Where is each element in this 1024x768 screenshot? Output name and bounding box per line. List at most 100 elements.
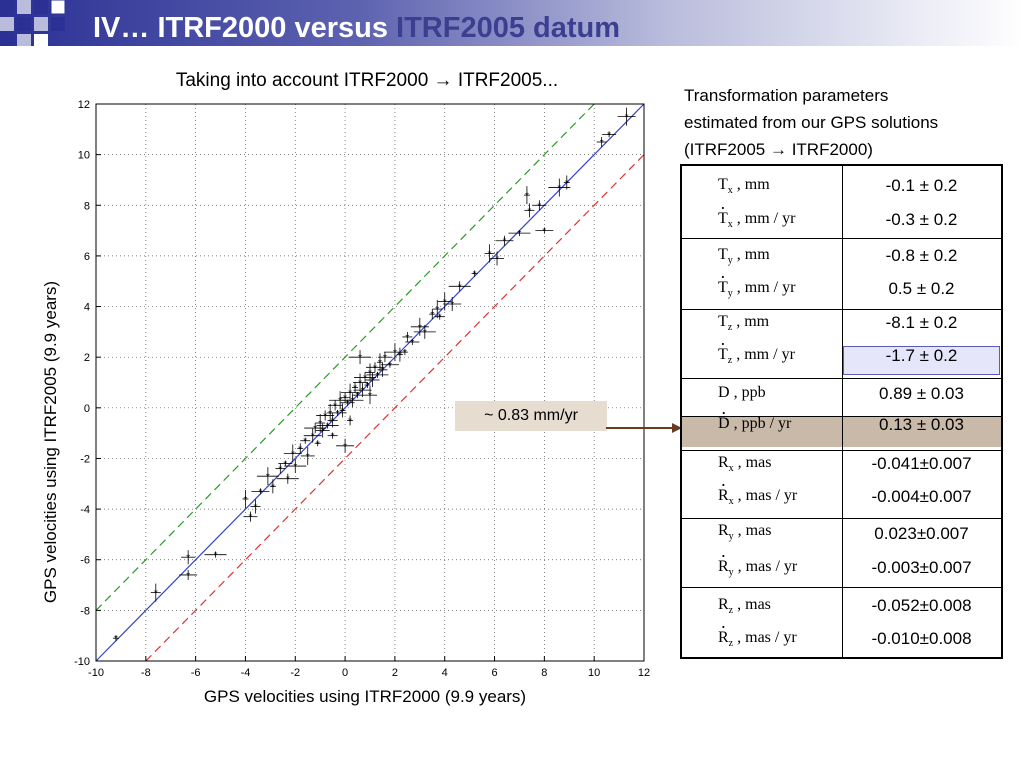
- param-symbol: T: [718, 176, 728, 193]
- x-tick-label: 6: [491, 667, 497, 679]
- point-marker: *: [565, 178, 569, 189]
- point-marker: *: [348, 416, 352, 427]
- data-point: *: [396, 347, 403, 362]
- point-marker: *: [283, 460, 287, 471]
- data-point: *: [532, 200, 547, 212]
- param-unit: , mas: [733, 454, 772, 471]
- point-marker: *: [343, 394, 347, 405]
- point-marker: *: [356, 391, 360, 402]
- param-unit: , ppb / yr: [729, 415, 792, 432]
- tz-rate-highlight: [843, 346, 1000, 375]
- data-point: *: [363, 386, 377, 405]
- data-point: *: [432, 300, 443, 319]
- x-tick-label: -4: [241, 667, 251, 679]
- point-marker: *: [398, 351, 402, 362]
- data-point: *: [150, 583, 161, 602]
- data-point: *: [251, 487, 270, 498]
- param-unit: , ppb: [729, 384, 766, 401]
- param-subscript: z: [728, 638, 734, 650]
- point-marker: *: [326, 422, 330, 433]
- point-marker: *: [443, 297, 447, 308]
- param-group: [682, 587, 1001, 657]
- param-value: -0.041±0.007: [871, 454, 972, 473]
- point-marker: *: [186, 553, 190, 564]
- point-marker: *: [286, 475, 290, 486]
- point-marker: *: [343, 442, 347, 453]
- point-marker: *: [291, 449, 295, 460]
- data-point: *: [490, 251, 505, 265]
- data-point: *: [250, 499, 261, 514]
- param-unit: , mas / yr: [733, 629, 797, 646]
- y-tick-label: 12: [78, 99, 90, 111]
- data-point: *: [339, 403, 346, 418]
- point-marker: *: [318, 419, 322, 430]
- point-marker: *: [495, 254, 499, 265]
- data-point: *: [437, 292, 452, 311]
- header-divider: [0, 46, 1024, 48]
- x-tick-label: -8: [141, 667, 151, 679]
- y-tick-label: 4: [84, 302, 90, 314]
- param-symbol: D: [718, 415, 730, 433]
- point-marker: *: [358, 379, 362, 390]
- param-subscript: x: [727, 219, 733, 231]
- param-value: -0.8 ± 0.2: [885, 246, 958, 265]
- point-marker: *: [430, 310, 434, 321]
- param-group: [682, 450, 1001, 518]
- y-tick-label: -8: [80, 605, 90, 617]
- point-marker: *: [458, 282, 462, 293]
- data-point: *: [365, 363, 375, 382]
- param-unit: , mm / yr: [732, 346, 795, 363]
- y-tick-label: 0: [84, 403, 90, 415]
- axis-ticks: -10 -8 -6 -4 -2 0 2 4 6 8 10 12 -10 -8 -6 -4 -2 0 2 4 6 8 10 12: [74, 99, 650, 679]
- data-point: *: [283, 444, 302, 463]
- point-marker: *: [557, 184, 561, 195]
- point-marker: *: [435, 305, 439, 316]
- param-symbol: D: [718, 384, 730, 401]
- data-point: *: [524, 203, 535, 218]
- data-point: *: [376, 353, 383, 372]
- param-unit: , mm: [732, 246, 770, 263]
- x-tick-label: 12: [638, 667, 650, 679]
- point-marker: *: [607, 130, 611, 141]
- point-marker: *: [361, 386, 365, 397]
- point-marker: *: [488, 249, 492, 260]
- point-marker: *: [348, 389, 352, 400]
- param-unit: , mm: [732, 176, 770, 193]
- param-symbol: T: [718, 313, 728, 330]
- param-subscript: z: [727, 322, 733, 334]
- data-point: *: [434, 313, 445, 324]
- data-point: *: [563, 175, 570, 190]
- data-point: *: [340, 392, 351, 405]
- param-name: Ty , mm: [718, 246, 770, 266]
- velocity-scatter-chart: Taking into account ITRF2000 → ITRF2005.…: [41, 70, 650, 706]
- param-subscript: x: [728, 496, 734, 508]
- rate-callout: ~ 0.83 mm/yr: [455, 401, 607, 431]
- data-point: *: [352, 382, 359, 395]
- params-heading-line-2: estimated from our GPS solutions: [684, 113, 939, 132]
- param-name: Tx , mm / yr: [718, 210, 795, 230]
- param-symbol: R: [718, 558, 729, 576]
- param-value: -0.003±0.007: [871, 558, 972, 577]
- data-point: *: [316, 410, 335, 422]
- point-marker: *: [363, 373, 367, 384]
- point-marker: *: [418, 323, 422, 334]
- point-marker: *: [368, 368, 372, 379]
- point-marker: *: [518, 229, 522, 240]
- y-tick-label: 2: [84, 352, 90, 364]
- data-point: *: [377, 352, 392, 364]
- point-marker: *: [353, 384, 357, 395]
- data-points: ************ ****************************…: [112, 107, 636, 645]
- param-symbol: T: [718, 246, 728, 263]
- param-name: Ry , mas / yr: [718, 558, 797, 578]
- point-marker: *: [331, 432, 335, 443]
- param-value: -0.010±0.008: [871, 629, 972, 648]
- point-marker: *: [323, 411, 327, 422]
- param-name: Tz , mm / yr: [718, 346, 795, 366]
- dashed-offset-line: [95, 103, 595, 611]
- param-name: Rz , mas / yr: [718, 629, 797, 649]
- point-marker: *: [542, 227, 546, 238]
- data-point: *: [297, 443, 304, 455]
- one-to-one-line: [95, 103, 645, 662]
- param-name: Ty , mm / yr: [718, 279, 795, 299]
- point-marker: *: [371, 376, 375, 387]
